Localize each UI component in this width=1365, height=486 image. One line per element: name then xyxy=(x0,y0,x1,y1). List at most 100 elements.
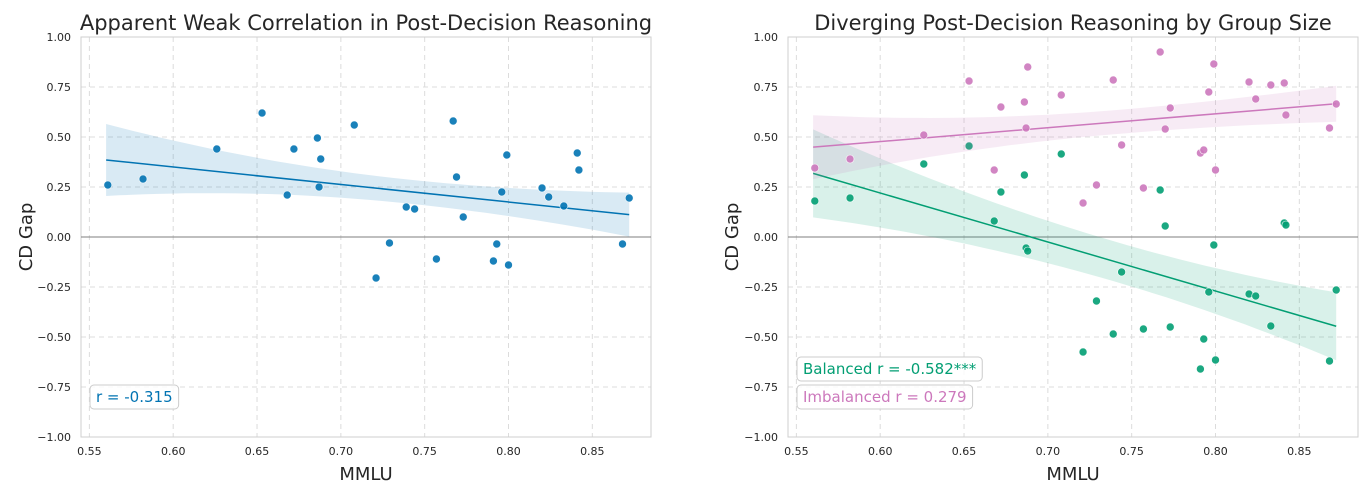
left-series-0-data-point xyxy=(316,154,326,164)
right-series-0-data-point xyxy=(1209,240,1219,250)
right-y-tick-label: 1.00 xyxy=(754,31,779,44)
right-series-0-data-point xyxy=(845,193,855,203)
right-series-1-data-point xyxy=(1020,97,1029,107)
left-y-tick-label: 0.25 xyxy=(47,181,72,194)
right-series-0-data-point xyxy=(919,159,929,169)
right-x-tick-label: 0.70 xyxy=(1036,445,1061,458)
left-series-0-data-point xyxy=(257,108,267,118)
right-series-0-data-point xyxy=(1281,220,1291,230)
right-series-1-data-point xyxy=(996,102,1006,112)
left-series-0-data-point xyxy=(314,182,324,192)
right-series-1-data-point xyxy=(1160,124,1170,134)
right-series-1-data-point xyxy=(1279,78,1289,88)
right-correlation-annotation-box xyxy=(796,384,974,410)
left-y-tick-label: −0.25 xyxy=(37,281,71,294)
right-y-tick-label: −0.75 xyxy=(744,381,778,394)
right-series-1-data-point xyxy=(845,154,855,164)
left-series-0-data-point xyxy=(289,144,299,154)
right-series-0-data-point xyxy=(1325,356,1334,366)
right-series-1-confidence-band xyxy=(813,85,1337,180)
right-series-1-data-point xyxy=(1281,110,1291,120)
right-series-0-data-point xyxy=(1251,291,1261,301)
right-series-0-data-point xyxy=(996,187,1006,197)
right-series-0-data-point xyxy=(1056,149,1066,159)
left-correlation-annotation-text: r = -0.315 xyxy=(96,388,173,406)
left-series-0-data-point xyxy=(618,239,627,249)
left-series-0-data-point xyxy=(504,260,513,270)
left-x-tick-label: 0.55 xyxy=(77,445,102,458)
right-x-tick-label: 0.75 xyxy=(1119,445,1144,458)
right-series-0-data-point xyxy=(1117,267,1126,277)
left-series-0-data-point xyxy=(138,174,148,184)
right-y-tick-label: 0.75 xyxy=(754,81,779,94)
right-chart-title: Diverging Post-Decision Reasoning by Gro… xyxy=(814,11,1332,35)
left-series-0-confidence-band xyxy=(106,124,630,237)
right-series-1-data-point xyxy=(1199,145,1209,155)
right-series-1-data-point xyxy=(1325,123,1334,133)
right-series-0-data-point xyxy=(1139,324,1148,334)
left-series-0-regression-line xyxy=(106,159,630,216)
right-x-tick-label: 0.60 xyxy=(868,445,893,458)
right-series-1-data-point xyxy=(810,163,820,173)
right-series-0-regression-line xyxy=(812,172,1337,327)
left-series-0-data-point xyxy=(492,239,502,249)
right-series-0-data-point xyxy=(989,216,999,226)
left-series-0-data-point xyxy=(448,116,458,126)
left-x-tick-label: 0.65 xyxy=(245,445,270,458)
left-series-0-data-point xyxy=(282,190,292,200)
left-series-0-data-point xyxy=(537,183,547,193)
left-x-tick-label: 0.85 xyxy=(580,445,605,458)
right-series-1-data-point xyxy=(989,165,999,175)
right-series-0-data-point xyxy=(1108,329,1118,339)
right-y-tick-label: −1.00 xyxy=(744,431,778,444)
right-series-1-data-point xyxy=(1056,90,1066,100)
right-series-1-data-point xyxy=(1266,80,1276,90)
right-series-1-data-point xyxy=(1204,87,1214,97)
right-series-1-data-point xyxy=(919,130,929,140)
right-series-0-data-point xyxy=(1196,364,1205,374)
left-series-0-data-point xyxy=(410,204,419,214)
right-x-tick-label: 0.80 xyxy=(1203,445,1228,458)
right-series-0-data-point xyxy=(1199,334,1209,344)
right-x-tick-label: 0.55 xyxy=(784,445,809,458)
right-correlation-annotation-text: Balanced r = -0.582*** xyxy=(803,360,977,378)
right-series-1-data-point xyxy=(1209,59,1219,69)
right-series-0-data-point xyxy=(1204,287,1214,297)
right-series-1-data-point xyxy=(964,76,974,86)
left-x-tick-label: 0.75 xyxy=(412,445,437,458)
right-series-1-data-point xyxy=(1155,47,1165,57)
right-y-tick-label: −0.25 xyxy=(744,281,778,294)
left-series-0-data-point xyxy=(103,180,113,190)
right-series-0-data-point xyxy=(1211,355,1220,365)
right-series-1-data-point xyxy=(1117,140,1126,150)
left-series-0-data-point xyxy=(572,148,582,158)
left-series-0-data-point xyxy=(385,238,394,248)
left-series-0-data-point xyxy=(502,150,512,160)
left-y-axis-label: CD Gap xyxy=(16,203,37,272)
right-x-tick-label: 0.65 xyxy=(952,445,977,458)
left-series-0-data-point xyxy=(401,202,411,212)
left-y-tick-label: 0.50 xyxy=(47,131,72,144)
left-y-tick-label: 1.00 xyxy=(47,31,72,44)
right-series-1-regression-line xyxy=(813,103,1337,148)
right-series-1-data-point xyxy=(1244,77,1254,87)
left-y-tick-label: 0.00 xyxy=(47,231,72,244)
left-series-0-data-point xyxy=(624,193,634,203)
right-series-1-data-point xyxy=(1108,75,1118,85)
right-series-0-data-point xyxy=(1023,246,1033,256)
left-y-tick-label: −0.75 xyxy=(37,381,71,394)
right-y-tick-label: 0.00 xyxy=(754,231,779,244)
right-series-0-data-point xyxy=(1092,296,1101,306)
right-y-tick-label: −0.50 xyxy=(744,331,778,344)
right-x-tick-label: 0.85 xyxy=(1287,445,1312,458)
left-x-tick-label: 0.70 xyxy=(329,445,354,458)
right-series-1-data-point xyxy=(1021,123,1031,133)
left-series-0-data-point xyxy=(497,187,507,197)
right-series-1-data-point xyxy=(1331,99,1341,109)
left-y-tick-label: −1.00 xyxy=(37,431,71,444)
left-x-axis-label: MMLU xyxy=(339,464,392,485)
left-series-0-data-point xyxy=(432,254,441,264)
right-series-0-data-point xyxy=(1078,347,1088,357)
right-series-0-data-point xyxy=(1165,322,1175,332)
